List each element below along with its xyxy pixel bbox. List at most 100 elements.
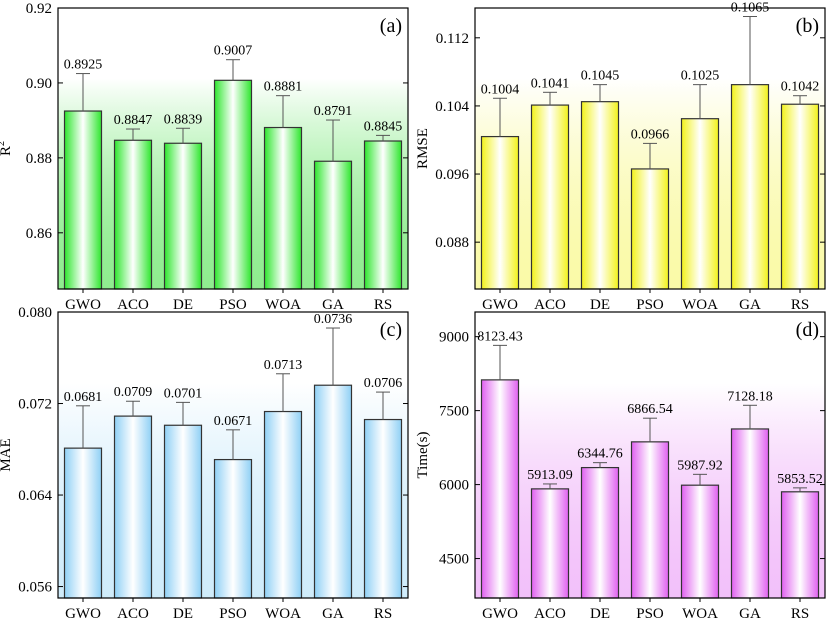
y-tick-label: 0.072: [18, 397, 52, 413]
y-tick-label: 4500: [439, 552, 469, 568]
x-tick-label: GA: [322, 606, 344, 622]
data-label: 0.9007: [214, 44, 253, 59]
bar: [313, 384, 353, 599]
x-tick-label: RS: [374, 606, 392, 622]
x-tick-label: PSO: [636, 606, 664, 622]
bar: [163, 142, 203, 290]
data-label: 5853.52: [777, 472, 823, 487]
x-tick-label: GWO: [482, 297, 518, 313]
bar: [680, 118, 720, 290]
y-axis-label: Time(s): [415, 432, 431, 479]
plot-frame: [57, 311, 409, 599]
y-tick-label: 0.064: [18, 488, 52, 504]
data-label: 0.8881: [264, 80, 303, 95]
data-label: 7128.18: [727, 389, 773, 404]
y-tick-label: 9000: [439, 330, 469, 346]
bar: [213, 79, 253, 290]
y-tick-label: 0.86: [26, 226, 53, 242]
bar: [263, 126, 303, 290]
plot-frame: [474, 311, 826, 599]
data-label: 0.8839: [164, 112, 203, 127]
bar: [313, 160, 353, 290]
x-tick-label: RS: [791, 297, 809, 313]
bar: [113, 415, 153, 599]
panel-label: (a): [380, 15, 402, 37]
y-tick-label: 0.112: [436, 31, 469, 47]
y-tick-label: 6000: [439, 478, 469, 494]
data-label: 0.0681: [64, 390, 103, 405]
data-label: 6866.54: [627, 402, 673, 417]
x-tick-label: WOA: [265, 297, 301, 313]
x-tick-label: GA: [739, 606, 761, 622]
bar: [480, 135, 520, 290]
bar: [580, 101, 620, 290]
x-tick-label: RS: [374, 297, 392, 313]
x-tick-label: PSO: [636, 297, 664, 313]
x-tick-label: GA: [322, 297, 344, 313]
x-tick-label: GA: [739, 297, 761, 313]
x-tick-label: GWO: [65, 297, 101, 313]
bar: [680, 484, 720, 599]
x-tick-label: ACO: [117, 606, 149, 622]
data-label: 0.1004: [481, 82, 520, 97]
y-tick-label: 0.096: [435, 167, 469, 183]
data-label: 0.0671: [214, 414, 253, 429]
data-label: 0.0706: [364, 376, 403, 391]
y-tick-label: 0.90: [26, 76, 52, 92]
bar: [163, 424, 203, 599]
x-tick-label: WOA: [265, 606, 301, 622]
data-label: 0.8845: [364, 119, 403, 134]
data-label: 0.1045: [581, 69, 620, 84]
data-label: 6344.76: [577, 447, 623, 462]
x-tick-label: ACO: [534, 297, 566, 313]
bar: [780, 103, 820, 290]
data-label: 5987.92: [677, 458, 723, 473]
chart-panel-b: 0.088 0.096 0.104 0.112 0.1004 GWO 0.1041 ACO 0.…: [415, 1, 826, 313]
data-label: 0.8847: [114, 113, 153, 128]
bar: [630, 168, 670, 290]
y-tick-label: 0.080: [18, 305, 52, 321]
data-label: 0.0966: [631, 127, 670, 142]
y-tick-label: 0.056: [18, 580, 52, 596]
panel-label: (b): [796, 15, 819, 37]
bar: [363, 418, 403, 599]
bar: [363, 140, 403, 290]
bar: [630, 441, 670, 599]
x-tick-label: WOA: [682, 297, 718, 313]
data-label: 0.1025: [681, 69, 720, 84]
chart-panel-d: 4500 6000 7500 9000 8123.43 GWO 5913.09 ACO 6344…: [415, 311, 826, 622]
x-tick-label: DE: [173, 606, 193, 622]
y-axis-label-text: MAE: [0, 438, 14, 471]
plot-frame: [474, 7, 826, 290]
y-axis-label: MAE: [0, 438, 14, 471]
data-label: 8123.43: [477, 329, 523, 344]
x-tick-label: PSO: [219, 606, 247, 622]
x-tick-label: ACO: [534, 606, 566, 622]
bar: [530, 104, 570, 290]
x-tick-label: GWO: [65, 606, 101, 622]
y-axis-label-superscript: 2: [0, 141, 7, 146]
bar: [730, 84, 770, 290]
y-tick-label: 0.92: [26, 1, 52, 17]
y-axis-label: RMSE: [415, 128, 431, 169]
data-label: 0.0701: [164, 386, 203, 401]
bar: [263, 410, 303, 599]
data-label: 0.0713: [264, 358, 303, 373]
panel-label: (c): [380, 319, 402, 341]
x-tick-label: RS: [791, 606, 809, 622]
data-label: 0.8791: [314, 104, 353, 119]
bar: [530, 488, 570, 599]
panel-label: (d): [796, 319, 819, 341]
data-label: 0.0736: [314, 312, 353, 327]
bar: [63, 110, 103, 290]
data-label: 0.1041: [531, 76, 570, 91]
y-tick-label: 7500: [439, 404, 469, 420]
bar: [480, 379, 520, 599]
x-tick-label: WOA: [682, 606, 718, 622]
bar: [730, 428, 770, 599]
x-tick-label: DE: [590, 606, 610, 622]
y-axis-label: R2: [0, 141, 14, 156]
x-tick-label: PSO: [219, 297, 247, 313]
plot-frame: [57, 7, 409, 290]
bar: [63, 447, 103, 599]
